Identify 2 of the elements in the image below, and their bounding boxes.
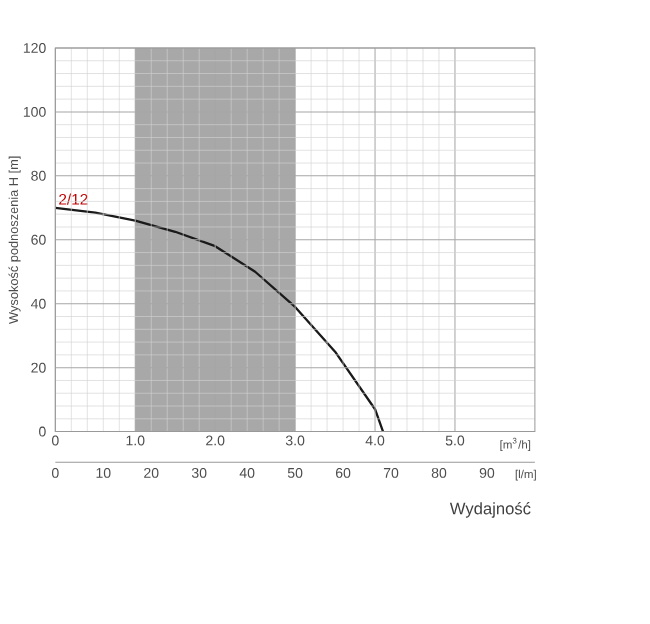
line-series <box>54 206 385 434</box>
x-axis-title: Wydajność <box>449 502 531 519</box>
